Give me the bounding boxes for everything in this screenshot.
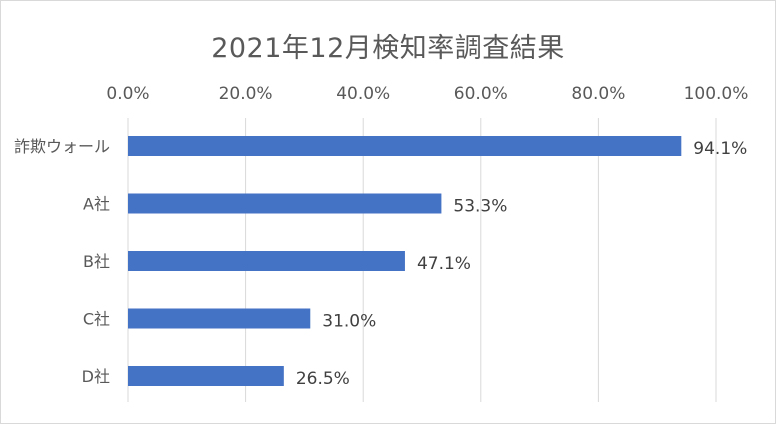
x-tick-label: 0.0% [106, 84, 149, 104]
x-tick-labels: 0.0% 20.0% 40.0% 60.0% 80.0% 100.0% [106, 84, 748, 104]
x-tick-label: 40.0% [336, 84, 390, 104]
x-tick-label: 60.0% [454, 84, 508, 104]
data-label: 31.0% [322, 312, 376, 332]
category-labels: 詐欺ウォール A社 B社 C社 D社 [14, 137, 110, 386]
chart-title: 2021年12月検知率調査結果 [211, 33, 565, 64]
category-label: A社 [83, 195, 110, 214]
bar [128, 366, 284, 386]
data-label: 94.1% [693, 139, 747, 159]
category-label: 詐欺ウォール [14, 137, 110, 156]
data-label: 47.1% [417, 254, 471, 274]
category-label: B社 [83, 252, 110, 271]
x-tick-label: 100.0% [684, 84, 749, 104]
category-label: C社 [83, 310, 110, 329]
bar [128, 193, 442, 214]
data-label: 26.5% [296, 369, 350, 389]
bar [128, 251, 405, 271]
category-label: D社 [82, 367, 110, 386]
x-tick-label: 80.0% [571, 84, 625, 104]
bar [128, 136, 682, 156]
bar [128, 308, 311, 329]
data-label: 53.3% [453, 197, 507, 217]
data-labels: 94.1% 53.3% 47.1% 31.0% 26.5% [296, 139, 748, 389]
bars [128, 136, 682, 386]
x-tick-label: 20.0% [219, 84, 273, 104]
